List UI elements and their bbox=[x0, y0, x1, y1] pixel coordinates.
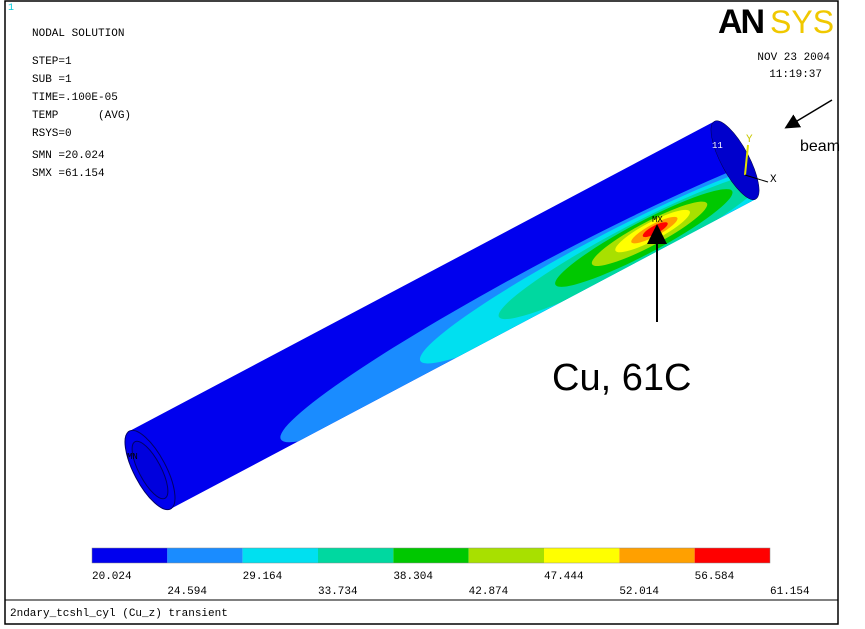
legend-swatch bbox=[544, 548, 619, 563]
max-tag: MX bbox=[652, 215, 663, 225]
hotspot-label: Cu, 61C bbox=[552, 357, 691, 399]
info-line: TEMP (AVG) bbox=[32, 110, 131, 122]
legend-swatch bbox=[167, 548, 242, 563]
axis-y: Y bbox=[746, 134, 753, 146]
legend-label: 61.154 bbox=[770, 586, 810, 598]
legend-swatch bbox=[469, 548, 544, 563]
legend-swatch bbox=[619, 548, 694, 563]
legend-label: 52.014 bbox=[619, 586, 659, 598]
node-tag: 11 bbox=[712, 141, 723, 151]
window-number: 1 bbox=[8, 3, 14, 14]
legend-label: 56.584 bbox=[695, 571, 735, 583]
min-tag: MN bbox=[127, 452, 138, 462]
logo-left: AN bbox=[718, 3, 764, 41]
info-line: SUB =1 bbox=[32, 74, 72, 86]
legend-label: 24.594 bbox=[167, 586, 207, 598]
logo-right: SYS bbox=[770, 4, 834, 40]
legend-label: 20.024 bbox=[92, 571, 132, 583]
date: NOV 23 2004 bbox=[757, 52, 830, 64]
legend-label: 38.304 bbox=[393, 571, 433, 583]
info-line: TIME=.100E-05 bbox=[32, 92, 118, 104]
legend-swatch bbox=[243, 548, 318, 563]
plot-title: NODAL SOLUTION bbox=[32, 28, 124, 40]
legend-swatch bbox=[92, 548, 167, 563]
time: 11:19:37 bbox=[769, 69, 822, 81]
legend-label: 33.734 bbox=[318, 586, 358, 598]
info-line: RSYS=0 bbox=[32, 128, 72, 140]
legend-swatch bbox=[695, 548, 770, 563]
info-line: STEP=1 bbox=[32, 56, 72, 68]
info-line: SMN =20.024 bbox=[32, 150, 105, 162]
axis-x: X bbox=[770, 174, 777, 186]
footer: 2ndary_tcshl_cyl (Cu_z) transient bbox=[10, 608, 228, 620]
legend-swatch bbox=[318, 548, 393, 563]
legend-label: 47.444 bbox=[544, 571, 584, 583]
beam-label: beam bbox=[800, 138, 840, 155]
legend-swatch bbox=[393, 548, 468, 563]
legend-label: 29.164 bbox=[243, 571, 283, 583]
legend-label: 42.874 bbox=[469, 586, 509, 598]
ansys-window: 1 NODAL SOLUTION STEP=1 SUB =1 TIME=.100E-… bbox=[0, 0, 865, 629]
info-line: SMX =61.154 bbox=[32, 168, 105, 180]
